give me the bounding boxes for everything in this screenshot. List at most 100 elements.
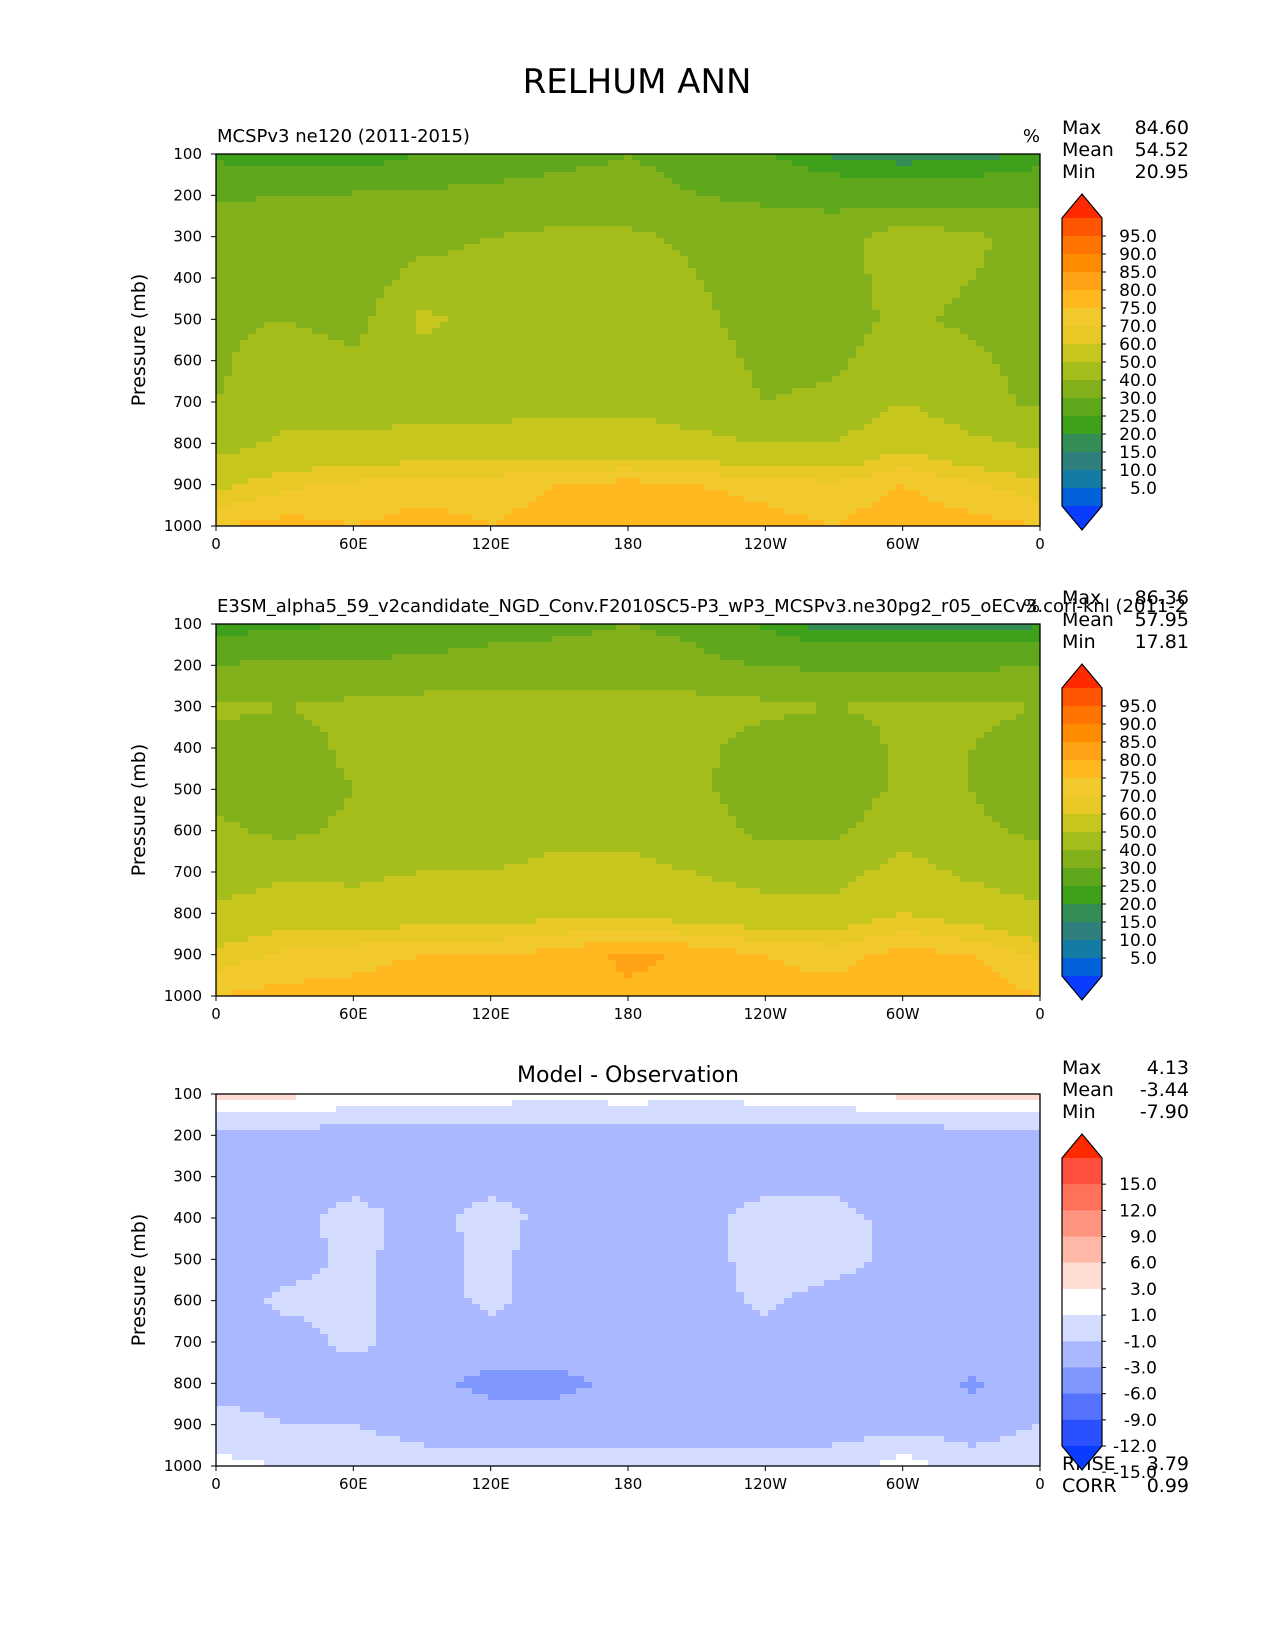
contour-cell (944, 376, 953, 383)
contour-cell (560, 376, 569, 383)
contour-cell (776, 322, 785, 329)
contour-cell (592, 298, 601, 305)
contour-cell (568, 376, 577, 383)
contour-cell (856, 376, 865, 383)
contour-cell (1008, 430, 1017, 437)
contour-cell (544, 376, 553, 383)
contour-cell (1032, 304, 1040, 311)
contour-cell (248, 208, 257, 215)
contour-cell (528, 256, 537, 263)
contour-cell (736, 286, 745, 293)
contour-cell (856, 268, 865, 275)
contour-cell (1032, 220, 1040, 227)
contour-cell (728, 244, 737, 251)
contour-cell (800, 184, 809, 191)
contour-cell (544, 292, 553, 299)
contour-cell (472, 304, 481, 311)
contour-cell (720, 226, 729, 233)
contour-cell (736, 388, 745, 395)
contour-cell (1024, 184, 1033, 191)
contour-cell (1016, 382, 1025, 389)
contour-cell (368, 424, 377, 431)
contour-cell (680, 172, 689, 179)
contour-cell (376, 436, 385, 443)
contour-cell (784, 340, 793, 347)
contour-cell (736, 328, 745, 335)
contour-cell (296, 196, 305, 203)
contour-cell (912, 154, 921, 161)
contour-cell (496, 160, 505, 167)
contour-cell (752, 238, 761, 245)
contour-cell (984, 424, 993, 431)
contour-cell (312, 298, 321, 305)
contour-cell (504, 328, 513, 335)
contour-cell (816, 220, 825, 227)
contour-cell (488, 430, 497, 437)
contour-cell (640, 226, 649, 233)
contour-cell (824, 190, 833, 197)
contour-cell (344, 208, 353, 215)
contour-cell (400, 250, 409, 257)
contour-cell (728, 154, 737, 161)
contour-cell (808, 160, 817, 167)
contour-cell (480, 316, 489, 323)
contour-cell (560, 172, 569, 179)
contour-cell (328, 382, 337, 389)
contour-cell (1008, 298, 1017, 305)
contour-cell (888, 280, 897, 287)
contour-cell (888, 220, 897, 227)
contour-cell (664, 334, 673, 341)
contour-cell (616, 322, 625, 329)
contour-cell (840, 172, 849, 179)
contour-cell (896, 196, 905, 203)
contour-cell (888, 154, 897, 161)
contour-cell (704, 160, 713, 167)
contour-cell (992, 196, 1001, 203)
contour-cell (280, 244, 289, 251)
contour-cell (984, 232, 993, 239)
contour-cell (512, 256, 521, 263)
contour-cell (752, 406, 761, 413)
contour-cell (264, 352, 273, 359)
contour-cell (704, 310, 713, 317)
contour-cell (824, 232, 833, 239)
contour-cell (376, 238, 385, 245)
contour-cell (832, 298, 841, 305)
contour-cell (376, 322, 385, 329)
contour-cell (608, 442, 617, 449)
contour-cell (944, 370, 953, 377)
contour-cell (880, 322, 889, 329)
contour-cell (984, 340, 993, 347)
contour-cell (872, 214, 881, 221)
contour-cell (920, 214, 929, 221)
contour-cell (968, 328, 977, 335)
contour-cell (656, 220, 665, 227)
contour-cell (296, 238, 305, 245)
contour-cell (512, 292, 521, 299)
contour-cell (664, 292, 673, 299)
contour-cell (360, 190, 369, 197)
contour-cell (872, 268, 881, 275)
contour-cell (424, 376, 433, 383)
contour-cell (440, 364, 449, 371)
contour-cell (904, 226, 913, 233)
contour-cell (664, 424, 673, 431)
contour-cell (728, 250, 737, 257)
contour-cell (808, 298, 817, 305)
contour-cell (288, 256, 297, 263)
contour-cell (904, 184, 913, 191)
contour-cell (672, 238, 681, 245)
contour-cell (352, 328, 361, 335)
contour-cell (984, 310, 993, 317)
contour-cell (336, 424, 345, 431)
contour-cell (328, 424, 337, 431)
contour-cell (592, 196, 601, 203)
contour-cell (224, 250, 233, 257)
contour-cell (1000, 226, 1009, 233)
contour-cell (880, 304, 889, 311)
contour-cell (384, 346, 393, 353)
contour-cell (512, 424, 521, 431)
contour-cell (280, 394, 289, 401)
contour-cell (1016, 256, 1025, 263)
contour-cell (296, 208, 305, 215)
